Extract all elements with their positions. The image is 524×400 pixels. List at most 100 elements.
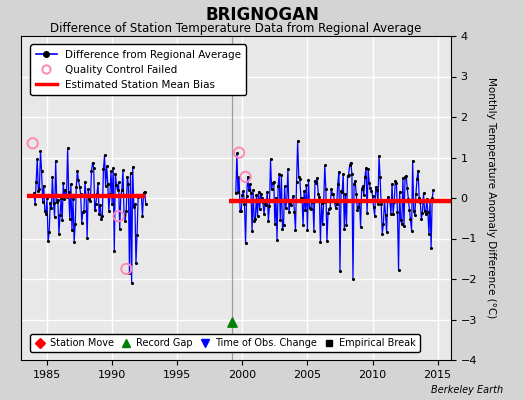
Point xyxy=(323,238,331,244)
Point xyxy=(242,174,250,180)
Point xyxy=(365,180,374,186)
Point xyxy=(31,200,39,207)
Point xyxy=(137,192,146,199)
Point xyxy=(379,221,388,227)
Point xyxy=(106,191,114,197)
Point xyxy=(54,231,63,237)
Point xyxy=(236,207,244,214)
Point xyxy=(135,192,144,198)
Point xyxy=(242,240,250,246)
Point xyxy=(401,173,409,180)
Point xyxy=(30,190,38,196)
Point xyxy=(294,173,303,180)
Point xyxy=(267,186,276,192)
Point xyxy=(73,168,82,174)
Point xyxy=(362,164,370,171)
Point xyxy=(396,189,404,195)
Point xyxy=(324,210,332,216)
Point xyxy=(80,208,88,214)
Point xyxy=(283,166,292,172)
Point xyxy=(105,208,113,214)
Point xyxy=(375,153,383,159)
Point xyxy=(321,162,329,168)
Point xyxy=(258,194,266,201)
Point xyxy=(301,207,310,213)
Point xyxy=(402,172,410,179)
Point xyxy=(421,211,430,217)
Point xyxy=(62,194,71,200)
Point xyxy=(315,194,323,200)
Point xyxy=(322,186,330,193)
Point xyxy=(252,192,260,198)
Point xyxy=(424,209,432,215)
Point xyxy=(254,189,263,195)
Point xyxy=(115,226,124,232)
Point xyxy=(302,182,311,188)
Point xyxy=(134,194,143,200)
Point xyxy=(409,158,417,164)
Point xyxy=(136,193,145,199)
Point xyxy=(415,194,423,201)
Point xyxy=(112,181,121,188)
Point xyxy=(39,182,48,189)
Point xyxy=(358,183,367,189)
Point xyxy=(86,198,95,204)
Point xyxy=(272,195,280,201)
Point xyxy=(316,239,325,246)
Point xyxy=(300,188,308,194)
Point xyxy=(117,193,125,200)
Point xyxy=(249,187,257,194)
Point xyxy=(90,164,98,171)
Point xyxy=(297,194,305,201)
Point xyxy=(102,183,110,189)
Point xyxy=(381,212,390,218)
Point xyxy=(257,190,265,197)
Point xyxy=(400,223,408,229)
Point xyxy=(395,266,403,273)
Point xyxy=(104,181,112,188)
Point xyxy=(33,156,41,162)
Point xyxy=(426,196,434,203)
Point xyxy=(310,228,318,234)
Point xyxy=(346,159,355,166)
Point xyxy=(388,181,396,187)
Point xyxy=(93,191,101,198)
Point xyxy=(373,187,381,193)
Point xyxy=(53,197,62,203)
Point xyxy=(269,178,278,185)
Point xyxy=(91,206,99,213)
Point xyxy=(403,185,411,191)
Point xyxy=(406,216,414,222)
Point xyxy=(41,208,49,214)
Point xyxy=(391,177,399,184)
Point xyxy=(313,175,321,182)
Point xyxy=(108,201,116,208)
Point xyxy=(243,192,251,199)
Point xyxy=(72,184,81,190)
Point xyxy=(84,186,92,192)
Point xyxy=(71,221,80,227)
Point xyxy=(66,216,74,222)
Point xyxy=(97,216,105,222)
Point xyxy=(51,158,60,164)
Point xyxy=(35,186,43,192)
Point xyxy=(335,169,343,175)
Point xyxy=(128,164,137,170)
Point xyxy=(60,196,69,202)
Point xyxy=(353,206,362,213)
Point xyxy=(113,187,122,194)
Point xyxy=(311,178,319,184)
Point xyxy=(69,196,77,202)
Point xyxy=(274,183,282,190)
Point xyxy=(49,200,58,207)
Point xyxy=(47,204,56,211)
Legend: Station Move, Record Gap, Time of Obs. Change, Empirical Break: Station Move, Record Gap, Time of Obs. C… xyxy=(30,334,420,352)
Point xyxy=(239,188,247,194)
Point xyxy=(264,218,272,224)
Point xyxy=(394,209,402,216)
Point xyxy=(344,172,353,178)
Point xyxy=(122,208,130,214)
Point xyxy=(378,230,387,237)
Point xyxy=(387,211,395,218)
Point xyxy=(336,268,344,274)
